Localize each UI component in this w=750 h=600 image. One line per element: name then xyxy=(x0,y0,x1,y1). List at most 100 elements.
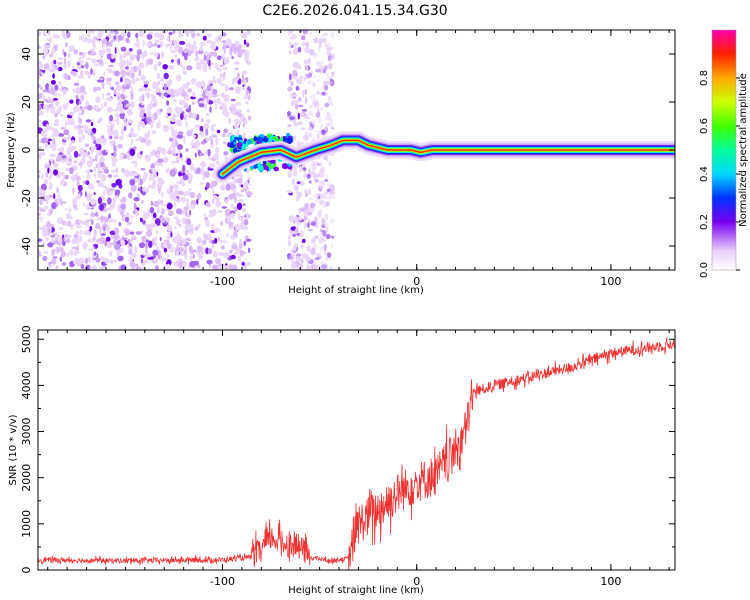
noise-speckle xyxy=(300,35,306,41)
noise-speckle xyxy=(295,85,300,91)
noise-speckle xyxy=(167,210,174,217)
noise-speckle xyxy=(93,166,97,172)
noise-speckle xyxy=(105,47,111,53)
noise-speckle xyxy=(119,135,124,141)
noise-speckle xyxy=(138,62,145,69)
noise-speckle xyxy=(302,134,310,141)
noise-speckle xyxy=(137,187,143,192)
noise-speckle xyxy=(111,183,117,188)
noise-speckle xyxy=(322,32,328,37)
noise-speckle xyxy=(160,191,164,198)
noise-speckle xyxy=(302,30,308,35)
noise-speckle xyxy=(73,150,79,158)
noise-speckle xyxy=(123,154,128,159)
noise-speckle xyxy=(242,207,246,213)
noise-speckle xyxy=(229,249,233,254)
noise-speckle xyxy=(325,92,328,96)
noise-speckle xyxy=(146,116,153,123)
spectrogram-x-label: Height of straight line (km) xyxy=(288,285,424,296)
noise-speckle xyxy=(145,243,148,250)
noise-speckle xyxy=(307,73,312,78)
cluster-point xyxy=(233,141,237,145)
noise-speckle xyxy=(73,251,77,257)
noise-speckle xyxy=(331,53,336,60)
noise-speckle xyxy=(212,265,215,269)
noise-speckle xyxy=(287,171,293,178)
noise-speckle xyxy=(240,33,248,39)
noise-speckle xyxy=(160,216,166,224)
noise-speckle xyxy=(237,109,243,113)
noise-speckle xyxy=(114,81,120,85)
noise-speckle xyxy=(103,168,109,174)
noise-speckle xyxy=(299,180,305,186)
noise-speckle xyxy=(200,140,206,145)
noise-speckle xyxy=(78,257,85,264)
noise-speckle xyxy=(247,95,251,101)
noise-speckle xyxy=(130,104,133,107)
noise-speckle xyxy=(175,218,181,226)
noise-speckle xyxy=(171,141,176,149)
noise-speckle xyxy=(138,69,142,77)
noise-speckle xyxy=(245,90,250,95)
noise-speckle xyxy=(224,84,229,92)
cluster-point xyxy=(249,168,253,171)
noise-speckle xyxy=(98,49,104,57)
noise-speckle xyxy=(121,196,127,203)
cluster-point xyxy=(280,136,284,143)
noise-speckle xyxy=(129,246,133,250)
noise-speckle xyxy=(219,72,223,79)
noise-speckle xyxy=(80,70,83,76)
noise-speckle xyxy=(72,223,77,227)
noise-speckle xyxy=(241,115,245,119)
noise-speckle xyxy=(291,259,295,266)
noise-speckle xyxy=(113,174,119,178)
noise-speckle xyxy=(314,179,319,183)
noise-speckle xyxy=(299,257,304,262)
noise-speckle xyxy=(292,177,295,185)
noise-speckle xyxy=(288,50,292,55)
noise-speckle xyxy=(327,42,331,50)
noise-speckle xyxy=(87,71,92,77)
noise-speckle xyxy=(202,246,205,254)
noise-speckle xyxy=(206,39,212,44)
noise-speckle xyxy=(223,151,229,156)
noise-speckle xyxy=(58,66,63,72)
noise-speckle xyxy=(228,87,234,91)
noise-speckle xyxy=(211,125,215,133)
noise-speckle xyxy=(312,264,319,270)
noise-speckle xyxy=(69,249,74,256)
noise-speckle xyxy=(309,31,313,35)
noise-speckle xyxy=(299,165,303,172)
noise-speckle xyxy=(246,30,251,35)
noise-speckle xyxy=(44,43,47,47)
noise-speckle xyxy=(210,62,215,66)
noise-speckle xyxy=(209,83,213,87)
noise-speckle xyxy=(222,110,229,116)
noise-speckle xyxy=(169,39,173,43)
noise-speckle xyxy=(308,110,314,117)
noise-speckle xyxy=(184,210,188,217)
noise-speckle xyxy=(205,202,211,208)
noise-speckle xyxy=(63,58,67,65)
noise-speckle xyxy=(141,219,146,225)
noise-speckle xyxy=(206,54,212,60)
noise-speckle xyxy=(38,146,42,150)
noise-speckle xyxy=(327,62,333,70)
noise-speckle xyxy=(135,77,140,82)
noise-speckle xyxy=(123,169,130,177)
y-tick-label: -40 xyxy=(20,237,33,255)
noise-speckle xyxy=(75,104,80,112)
noise-speckle xyxy=(74,233,78,239)
x-tick-label: 0 xyxy=(413,275,420,288)
noise-speckle xyxy=(303,222,307,229)
noise-speckle xyxy=(102,92,105,100)
noise-speckle xyxy=(216,55,222,61)
noise-speckle xyxy=(212,88,218,95)
noise-speckle xyxy=(109,84,112,91)
noise-speckle xyxy=(76,61,81,66)
noise-speckle xyxy=(155,230,159,235)
noise-speckle xyxy=(226,264,230,269)
noise-speckle xyxy=(303,170,307,173)
noise-speckle xyxy=(40,189,46,197)
noise-speckle xyxy=(54,35,61,39)
